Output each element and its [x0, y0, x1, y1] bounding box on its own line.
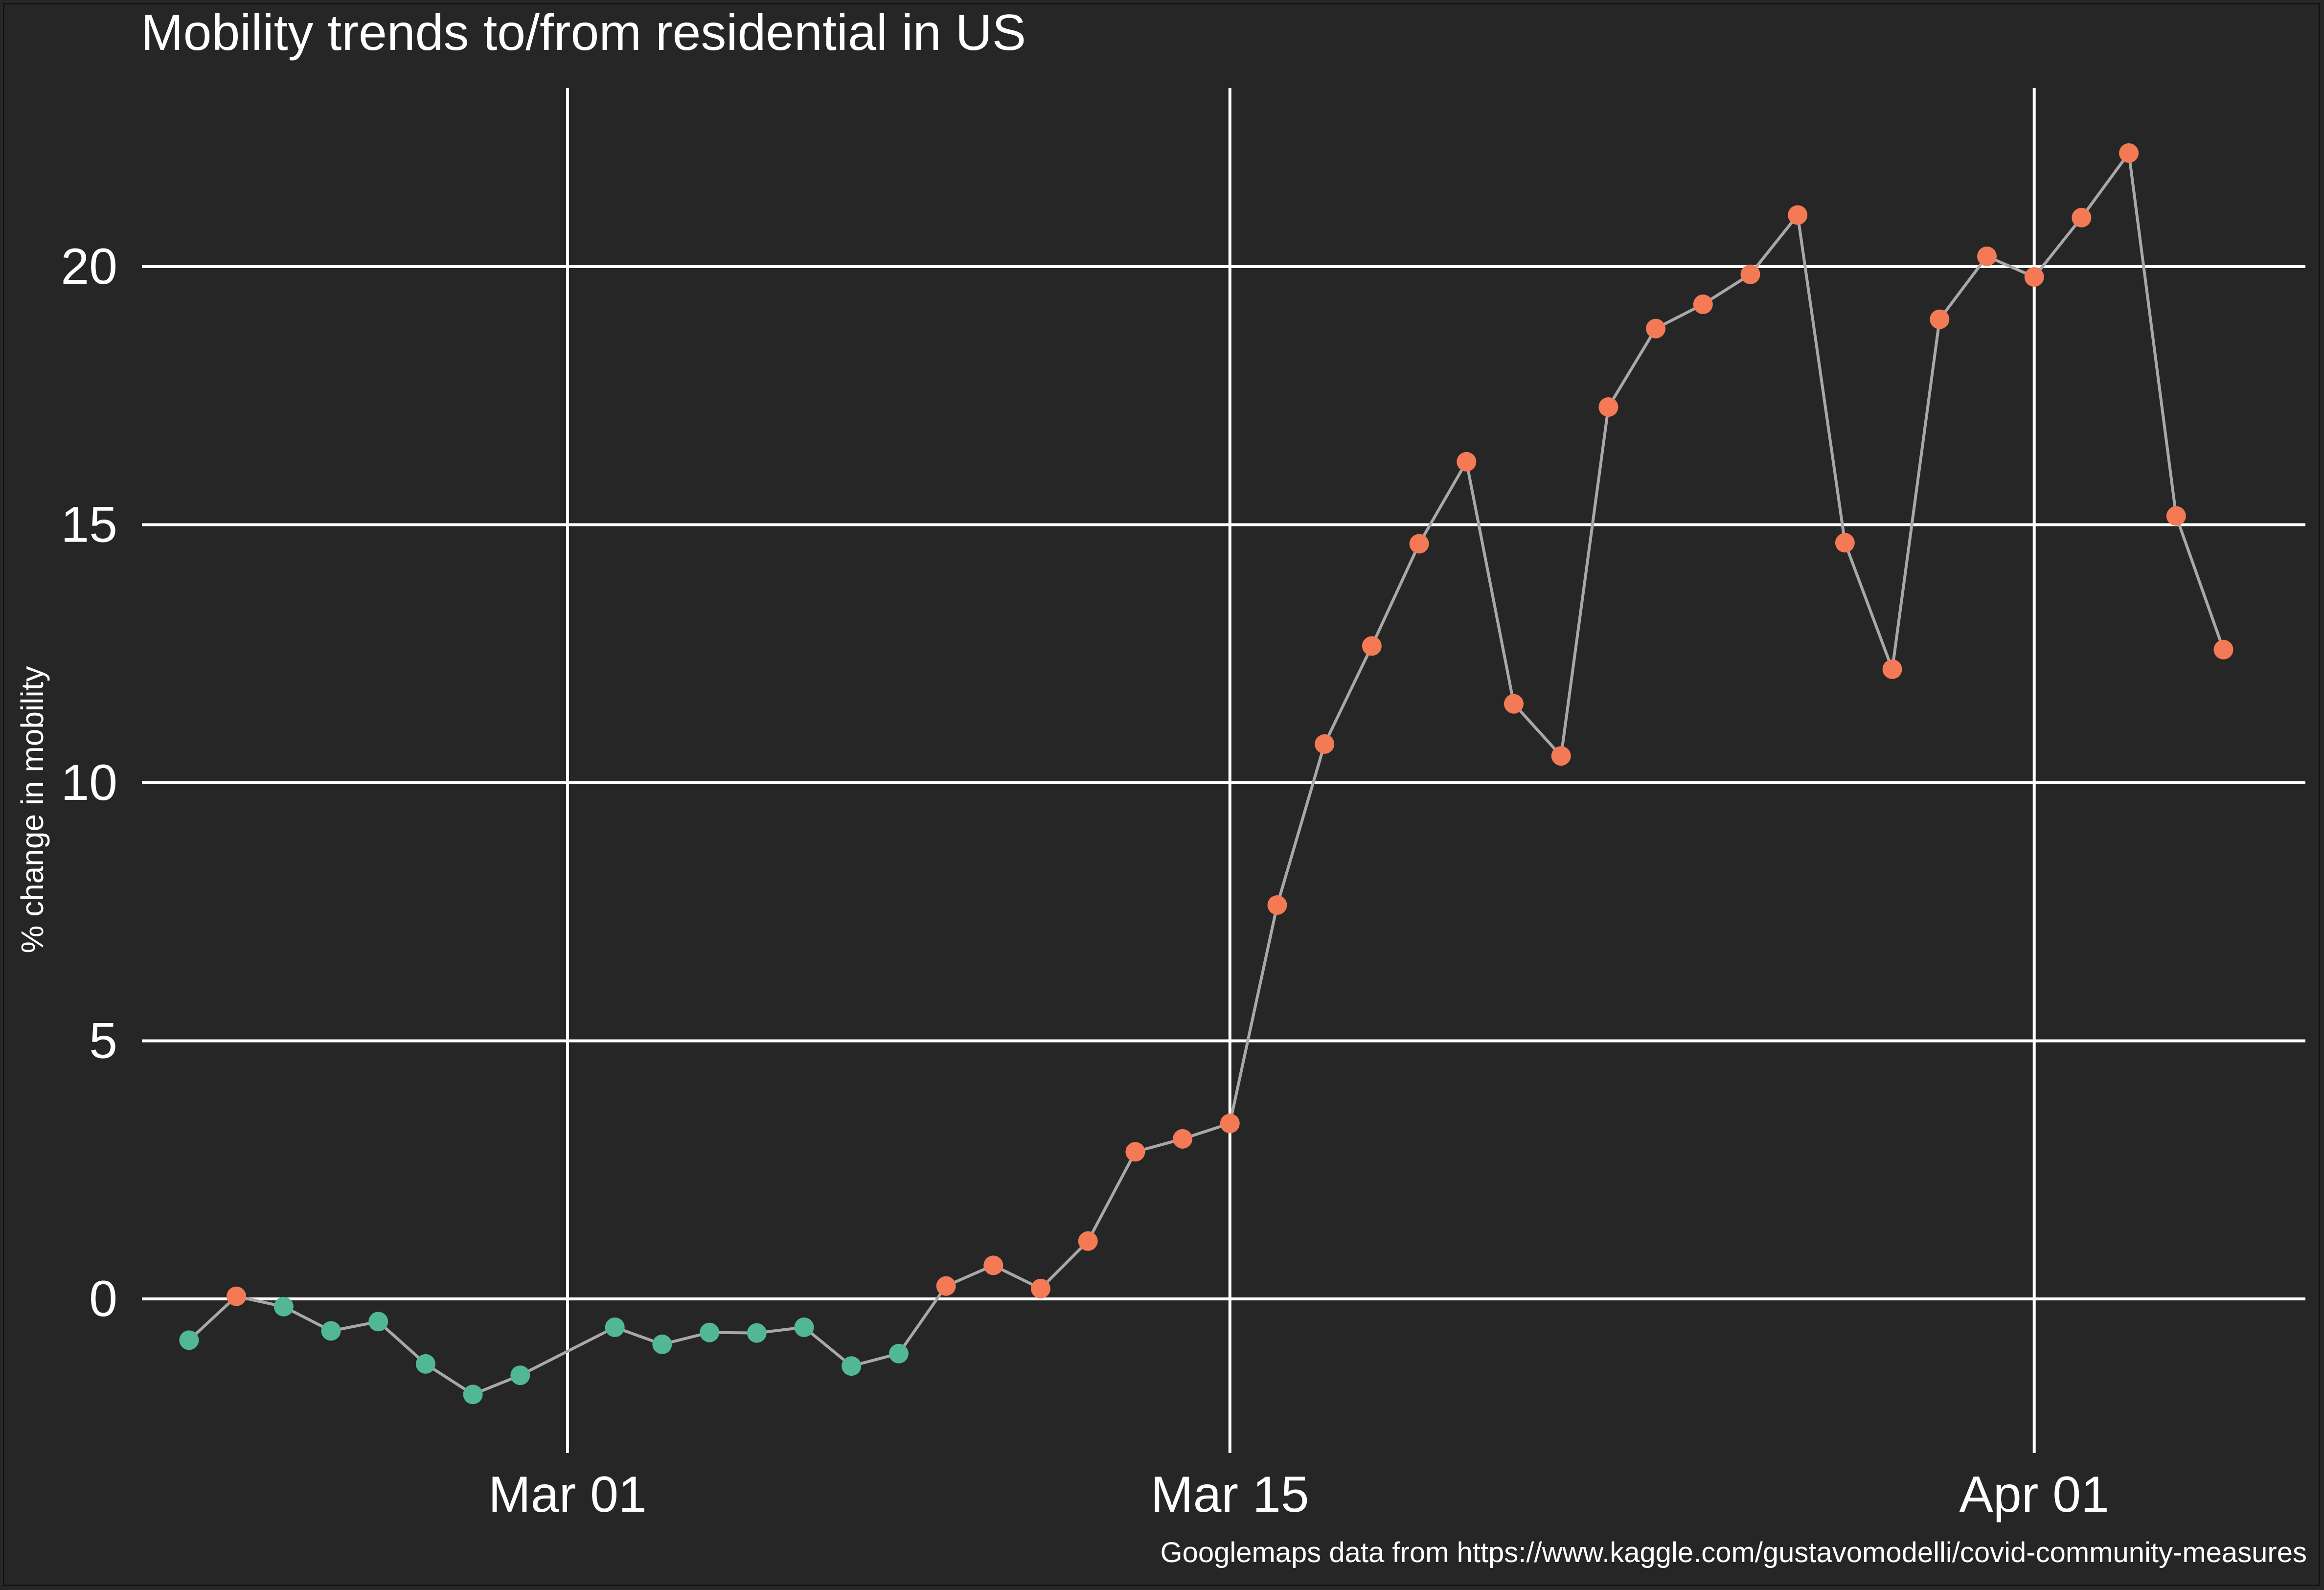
- data-point: [1315, 734, 1335, 754]
- data-point: [983, 1255, 1003, 1275]
- data-point: [652, 1334, 672, 1354]
- data-point: [1835, 533, 1855, 553]
- y-tick-label: 15: [61, 497, 117, 553]
- chart-title: Mobility trends to/from residential in U…: [141, 4, 1026, 61]
- data-point: [2072, 207, 2092, 227]
- data-point: [1125, 1142, 1145, 1162]
- axis-layer: 0 5 10 15 20 Mar 01 Mar 15 Apr 01: [61, 238, 2109, 1523]
- data-point: [227, 1286, 247, 1306]
- data-point: [510, 1365, 530, 1386]
- data-point: [1693, 295, 1713, 314]
- data-point: [1977, 246, 1997, 266]
- y-tick-label: 5: [89, 1013, 117, 1069]
- data-point: [2119, 143, 2139, 163]
- x-tick-label: Mar 15: [1151, 1466, 1309, 1523]
- data-point: [700, 1322, 720, 1342]
- data-point: [2024, 267, 2044, 287]
- data-point: [794, 1317, 814, 1337]
- series-line: [188, 151, 2225, 1396]
- y-tick-label: 10: [61, 754, 117, 811]
- data-point: [1740, 264, 1760, 284]
- data-point: [1930, 309, 1950, 329]
- data-point: [273, 1296, 294, 1317]
- data-point: [2213, 639, 2233, 659]
- y-axis-label: % change in mobility: [15, 666, 50, 954]
- grid-layer: [142, 88, 2305, 1453]
- data-point: [1457, 452, 1477, 472]
- point-layer: [179, 143, 2233, 1405]
- data-point: [1220, 1113, 1240, 1134]
- data-point: [1882, 659, 1902, 679]
- data-point: [747, 1323, 767, 1343]
- data-point: [936, 1276, 956, 1296]
- x-tick-label: Mar 01: [488, 1466, 647, 1523]
- y-tick-label: 0: [89, 1271, 117, 1327]
- data-point: [415, 1354, 435, 1374]
- data-point: [2166, 506, 2186, 526]
- line-layer: [188, 151, 2225, 1396]
- data-point: [842, 1356, 862, 1376]
- data-point: [1409, 534, 1429, 554]
- data-point: [321, 1321, 341, 1341]
- data-point: [1598, 397, 1618, 417]
- data-point: [605, 1317, 625, 1337]
- y-tick-label: 20: [61, 238, 117, 295]
- data-point: [1031, 1278, 1050, 1298]
- x-tick-label: Apr 01: [1959, 1466, 2109, 1523]
- data-point: [1173, 1129, 1193, 1149]
- data-point: [368, 1312, 388, 1332]
- data-point: [1646, 318, 1666, 339]
- data-point: [1504, 694, 1524, 714]
- data-point: [179, 1330, 199, 1350]
- source-caption: Googlemaps data from https://www.kaggle.…: [1160, 1537, 2307, 1568]
- data-point: [1267, 895, 1287, 915]
- data-point: [1362, 636, 1382, 656]
- data-point: [889, 1343, 909, 1363]
- data-point: [463, 1385, 483, 1405]
- data-point: [1078, 1231, 1098, 1251]
- data-point: [1788, 205, 1808, 225]
- data-point: [1551, 746, 1571, 766]
